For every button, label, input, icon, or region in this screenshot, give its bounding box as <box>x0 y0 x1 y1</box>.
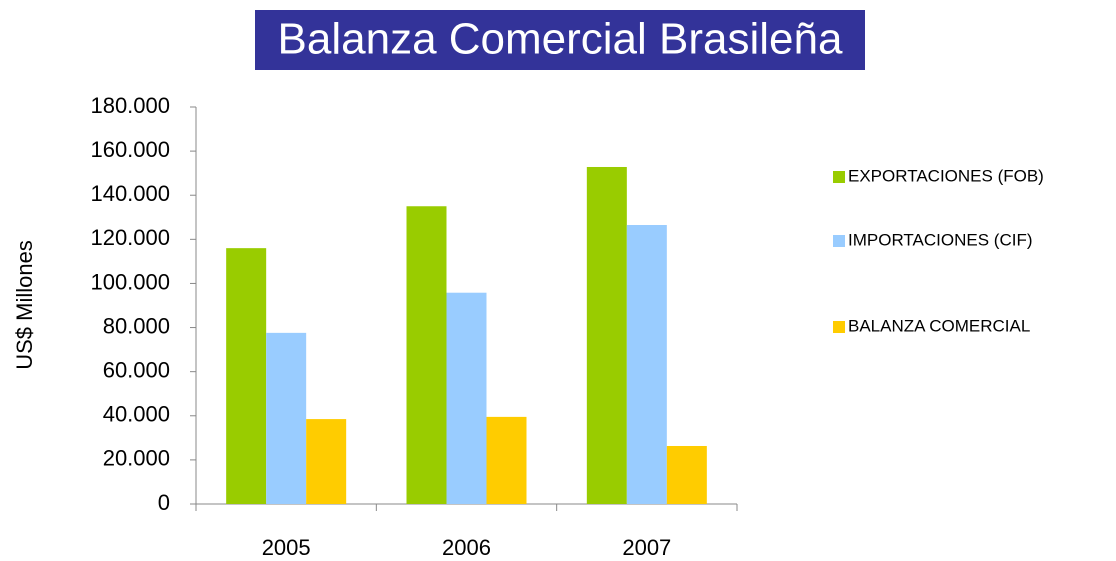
y-tick-label: 100.000 <box>90 269 170 294</box>
y-tick-label: 180.000 <box>90 93 170 118</box>
x-tick-label: 2006 <box>442 535 491 560</box>
y-tick-label: 60.000 <box>103 357 170 382</box>
title-box <box>255 10 865 70</box>
x-tick-label: 2007 <box>622 535 671 560</box>
legend-label: BALANZA COMERCIAL <box>848 316 1030 335</box>
legend-label: IMPORTACIONES (CIF) <box>848 230 1033 249</box>
y-tick-label: 160.000 <box>90 137 170 162</box>
y-tick-label: 40.000 <box>103 402 170 427</box>
bar <box>406 206 447 504</box>
y-tick-label: 80.000 <box>103 313 170 338</box>
legend-swatch <box>833 235 845 247</box>
bar <box>666 445 707 504</box>
bar <box>626 224 667 504</box>
legend-label: EXPORTACIONES (FOB) <box>848 166 1044 185</box>
y-tick-label: 20.000 <box>103 446 170 471</box>
x-tick-label: 2005 <box>262 535 311 560</box>
legend-swatch <box>833 171 845 183</box>
bar <box>226 248 267 504</box>
y-tick-label: 140.000 <box>90 181 170 206</box>
chart-title: Balanza Comercial Brasileña <box>278 15 843 64</box>
bar <box>486 416 527 504</box>
legend-swatch <box>833 321 845 333</box>
y-tick-label: 0 <box>158 490 170 515</box>
bar <box>586 166 627 505</box>
y-tick-label: 120.000 <box>90 225 170 250</box>
bar <box>446 292 487 504</box>
y-axis-label: US$ Millones <box>12 240 37 370</box>
bar <box>266 332 307 504</box>
bar <box>306 419 347 504</box>
